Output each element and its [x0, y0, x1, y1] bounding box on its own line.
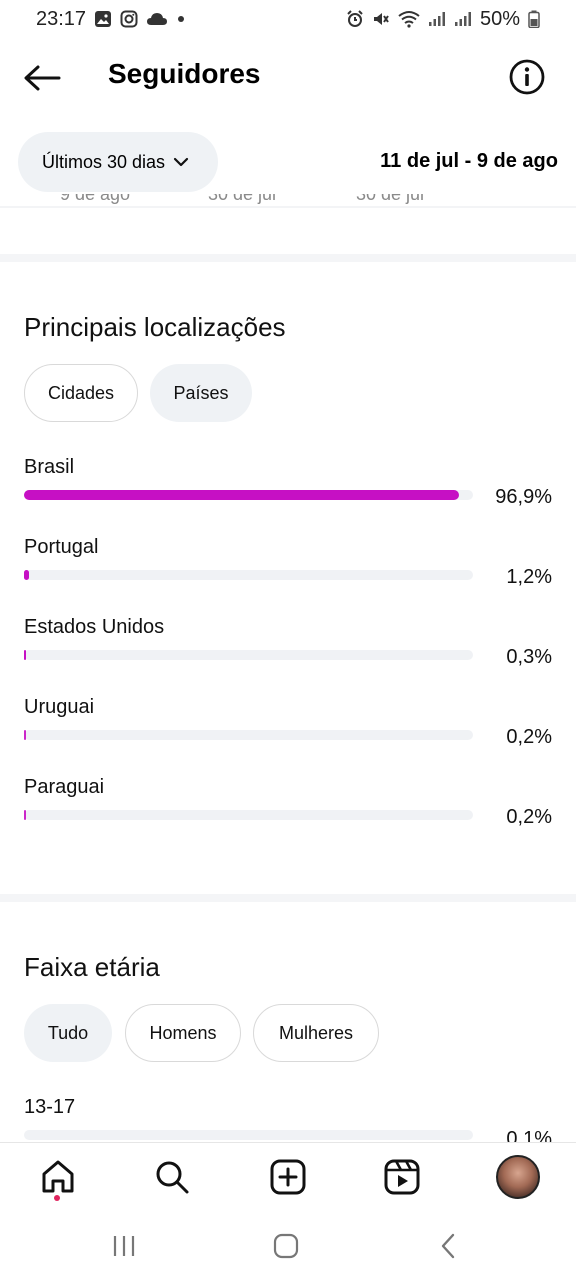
- info-icon: [509, 59, 545, 95]
- chevron-down-icon: [173, 157, 189, 167]
- reels-icon: [384, 1159, 420, 1195]
- location-bar-track: [24, 650, 473, 660]
- page-title: Seguidores: [108, 58, 261, 89]
- location-row: Paraguai 0,2%: [24, 776, 552, 846]
- location-bar-fill: [24, 730, 26, 740]
- axis-label: 9 de ago: [60, 194, 131, 204]
- location-name: Paraguai: [24, 776, 105, 798]
- bottom-nav: [0, 1142, 576, 1212]
- back-button[interactable]: [22, 60, 62, 96]
- tab-cidades[interactable]: Cidades: [24, 364, 138, 422]
- location-percent: 0,3%: [506, 646, 552, 668]
- location-bar-track: [24, 810, 473, 820]
- axis-label: 30 de jul: [356, 194, 425, 204]
- info-button[interactable]: [508, 58, 546, 96]
- age-range-label: 13-17: [24, 1096, 76, 1118]
- age-title: Faixa etária: [24, 952, 160, 982]
- location-name: Uruguai: [24, 696, 95, 718]
- locations-title: Principais localizações: [24, 312, 286, 342]
- tab-label: Cidades: [47, 382, 115, 403]
- location-percent: 96,9%: [495, 486, 552, 508]
- status-left: 23:17: [36, 8, 186, 31]
- notification-dot: [54, 1195, 60, 1201]
- location-percent: 1,2%: [506, 566, 552, 588]
- wifi-icon: [398, 10, 420, 28]
- location-bar-fill: [24, 490, 460, 500]
- section-separator: [0, 894, 576, 902]
- status-right: 50%: [346, 8, 540, 31]
- dot-icon: [176, 14, 186, 24]
- location-percent: 0,2%: [506, 726, 552, 748]
- tab-homens[interactable]: Homens: [125, 1004, 241, 1062]
- nav-reels[interactable]: [378, 1153, 426, 1201]
- divider: [0, 206, 576, 208]
- signal-icon: [454, 11, 472, 27]
- location-bar-fill: [24, 650, 26, 660]
- recent-apps-icon: [113, 1236, 135, 1256]
- home-icon: [42, 1160, 74, 1193]
- age-percent: 0,1%: [506, 1128, 552, 1142]
- location-name: Brasil: [24, 456, 75, 478]
- nav-create[interactable]: [264, 1153, 312, 1201]
- status-bar: 23:17 50%: [0, 0, 576, 38]
- location-row: Estados Unidos 0,3%: [24, 616, 552, 686]
- location-bar-fill: [24, 570, 30, 580]
- age-row: 13-17 0,1%: [24, 1096, 552, 1142]
- location-name: Estados Unidos: [24, 616, 165, 638]
- section-separator: [0, 254, 576, 262]
- location-row: Uruguai 0,2%: [24, 696, 552, 766]
- date-range-label: Últimos 30 dias: [42, 151, 166, 172]
- location-bar-track: [24, 570, 473, 580]
- location-bar-fill: [24, 810, 26, 820]
- create-icon: [270, 1159, 306, 1195]
- chevron-left-icon: [441, 1233, 455, 1259]
- tab-label: Tudo: [47, 1022, 89, 1043]
- date-filter-row: Últimos 30 dias 11 de jul - 9 de ago: [0, 132, 576, 194]
- app-header: Seguidores: [0, 38, 576, 118]
- recent-apps-button[interactable]: [104, 1230, 144, 1262]
- location-row: Portugal 1,2%: [24, 536, 552, 606]
- home-circle-icon: [273, 1233, 299, 1259]
- signal-icon: [428, 11, 446, 27]
- battery-icon: [528, 10, 540, 28]
- tab-paises[interactable]: Países: [150, 364, 252, 422]
- location-bar-track: [24, 490, 473, 500]
- age-bar-track: [24, 1130, 473, 1140]
- search-icon: [156, 1161, 189, 1194]
- tab-mulheres[interactable]: Mulheres: [253, 1004, 379, 1062]
- tab-label: Países: [173, 382, 229, 403]
- alarm-icon: [346, 10, 364, 28]
- location-bar-track: [24, 730, 473, 740]
- location-row: Brasil 96,9%: [24, 456, 552, 526]
- status-time: 23:17: [36, 7, 87, 30]
- chart-axis-peek: 9 de ago 30 de jul 30 de jul: [0, 194, 576, 216]
- tab-tudo[interactable]: Tudo: [24, 1004, 112, 1062]
- gallery-icon: [94, 10, 112, 28]
- back-nav-button[interactable]: [428, 1230, 468, 1262]
- location-name: Portugal: [24, 536, 99, 558]
- date-range-dropdown[interactable]: Últimos 30 dias: [18, 132, 218, 192]
- instagram-icon: [120, 10, 138, 28]
- axis-label: 30 de jul: [208, 194, 277, 204]
- cloud-icon: [146, 11, 168, 27]
- date-range-text: 11 de jul - 9 de ago: [380, 150, 558, 172]
- tab-label: Homens: [149, 1022, 217, 1043]
- mute-icon: [372, 10, 390, 28]
- profile-avatar[interactable]: [496, 1155, 540, 1199]
- arrow-left-icon: [24, 65, 61, 91]
- location-percent: 0,2%: [506, 806, 552, 828]
- android-nav-bar: [0, 1212, 576, 1280]
- nav-search[interactable]: [148, 1153, 196, 1201]
- battery-percent: 50%: [479, 7, 520, 30]
- home-button[interactable]: [266, 1230, 306, 1262]
- nav-home[interactable]: [34, 1153, 82, 1201]
- tab-label: Mulheres: [278, 1022, 354, 1043]
